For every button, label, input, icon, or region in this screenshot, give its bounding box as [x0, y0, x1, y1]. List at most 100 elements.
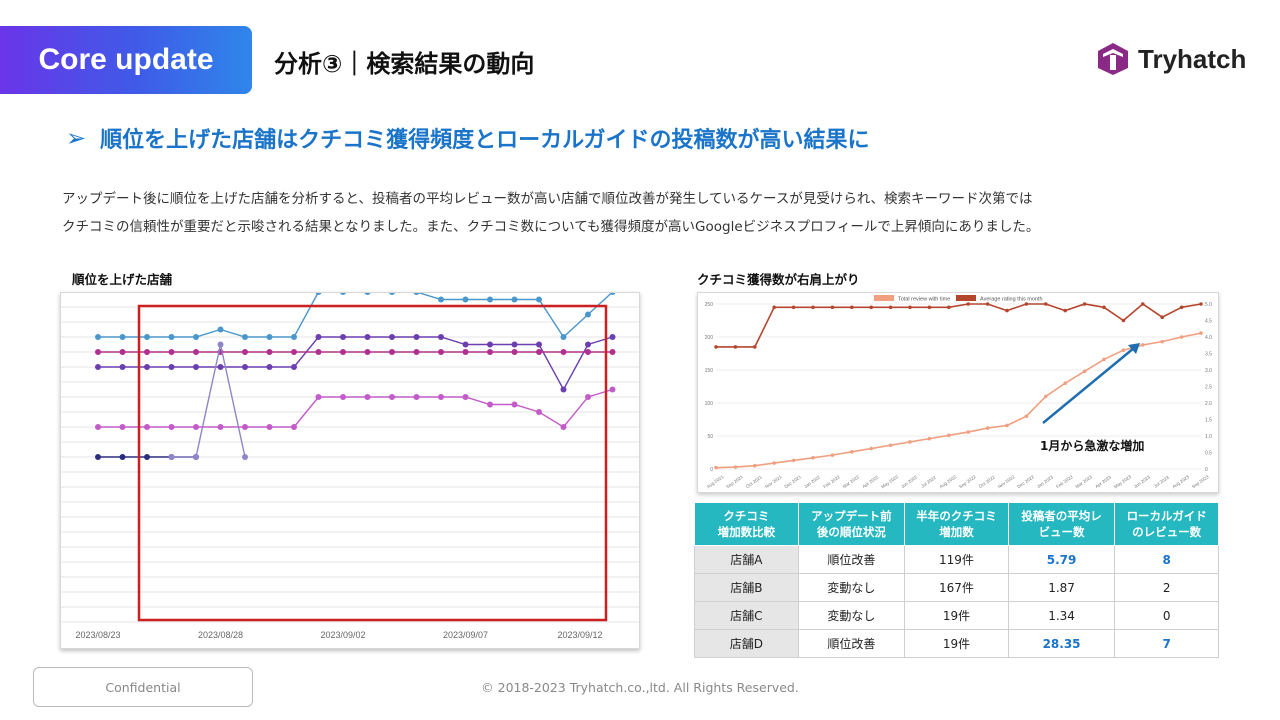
data-point	[462, 341, 469, 348]
data-point	[193, 454, 199, 460]
series-line-average	[716, 302, 1202, 348]
data-point	[487, 296, 493, 303]
data-point	[714, 465, 718, 470]
data-point	[927, 305, 932, 310]
data-point	[1179, 335, 1184, 339]
tryhatch-logo-icon	[1098, 43, 1128, 75]
avg-cell: 1.87	[1007, 573, 1116, 602]
y-right-tick-label: 1.0	[1205, 434, 1212, 440]
x-tick-label: Apr 2023	[1094, 474, 1112, 489]
data-point	[119, 454, 126, 460]
x-tick-label: Sep 2022	[958, 474, 977, 489]
legend-swatch	[874, 295, 894, 301]
data-point	[413, 394, 420, 400]
data-point	[438, 296, 444, 303]
data-point	[266, 334, 273, 340]
avg-cell: 1.34	[1007, 601, 1116, 630]
data-point	[560, 349, 567, 355]
x-tick-label: Jul 2022	[920, 475, 937, 489]
y-left-tick-label: 250	[705, 302, 714, 308]
data-point	[585, 394, 591, 400]
avg-cell: 5.79	[1007, 545, 1116, 574]
data-point	[714, 345, 718, 349]
data-point	[413, 334, 420, 340]
confidential-button[interactable]: Confidential	[33, 667, 253, 707]
data-point	[168, 334, 175, 340]
y-right-tick-label: 5.0	[1205, 302, 1212, 308]
y-right-tick-label: 0	[1205, 467, 1208, 473]
data-point	[1063, 308, 1067, 313]
data-point	[830, 305, 835, 310]
x-tick-label: Nov 2021	[764, 474, 783, 489]
data-point	[1199, 302, 1203, 306]
body-line-1: アップデート後に順位を上げた店舗を分析すると、投稿者の平均レビュー数が高い店舗で…	[62, 191, 1033, 207]
data-point	[291, 349, 297, 355]
data-point	[772, 305, 776, 310]
table-row: 店舗B 変動なし 167件 1.87 2	[694, 573, 1219, 602]
data-point	[291, 364, 297, 370]
guide-cell: 2	[1114, 573, 1219, 602]
x-tick-label: Sep 2023	[1191, 474, 1210, 489]
y-right-tick-label: 2.0	[1205, 401, 1212, 407]
data-point	[242, 334, 248, 340]
data-point	[1179, 305, 1184, 310]
data-point	[1024, 414, 1029, 418]
data-point	[609, 334, 616, 340]
reviews-cell: 119件	[904, 545, 1009, 574]
data-point	[242, 364, 248, 370]
data-point	[1121, 348, 1126, 352]
data-point	[1005, 423, 1009, 428]
store-cell: 店舗C	[694, 601, 799, 630]
header-cell: クチコミ 増加数比較	[694, 502, 799, 546]
data-point	[536, 409, 542, 415]
data-point	[1024, 302, 1029, 306]
data-point	[585, 341, 591, 348]
status-cell: 変動なし	[797, 601, 906, 630]
x-tick-label: Nov 2022	[997, 474, 1016, 489]
data-point	[389, 394, 395, 400]
data-point	[966, 302, 970, 306]
data-point	[413, 349, 420, 355]
data-point	[487, 341, 493, 348]
data-point	[908, 440, 912, 444]
x-tick-label: Feb 2023	[1055, 474, 1074, 489]
data-point	[95, 349, 101, 355]
table-row: 店舗C 変動なし 19件 1.34 0	[694, 601, 1219, 630]
data-point	[119, 349, 126, 355]
data-point	[609, 386, 616, 393]
trend-arrowhead-icon	[1128, 343, 1140, 354]
data-point	[1141, 343, 1145, 347]
x-tick-label: 2023/09/12	[557, 630, 602, 640]
y-right-tick-label: 0.5	[1205, 451, 1212, 457]
core-update-badge: Core update	[0, 26, 252, 94]
data-point	[144, 364, 150, 370]
data-point	[119, 364, 126, 370]
data-point	[536, 349, 542, 355]
reviews-cell: 19件	[904, 601, 1009, 630]
data-point	[560, 334, 567, 340]
store-cell: 店舗A	[694, 545, 799, 574]
review-chart: 0 50 100 150 200 250 0 0.5 1.0 1.5 2.0 2.5 3.0 3.5 4.0…	[705, 295, 1212, 489]
data-point	[560, 424, 567, 430]
arrow-bullet-icon: ➢	[66, 124, 87, 152]
y-right-tick-label: 3.5	[1205, 352, 1212, 358]
data-point	[95, 364, 101, 370]
data-point	[985, 302, 990, 306]
data-point	[850, 305, 854, 310]
store-cell: 店舗D	[694, 629, 799, 658]
right-chart-label: クチコミ獲得数が右肩上がり	[697, 272, 860, 287]
y-right-tick-label: 2.5	[1205, 385, 1212, 391]
header-cell: ローカルガイド のレビュー数	[1114, 502, 1219, 546]
x-tick-label: Dec 2021	[783, 474, 802, 489]
data-point	[1005, 308, 1009, 313]
x-tick-label: Apr 2022	[861, 474, 879, 489]
data-point	[95, 454, 101, 460]
data-point	[315, 334, 322, 340]
data-point	[1063, 381, 1067, 385]
data-point	[585, 311, 591, 318]
data-point	[144, 349, 150, 355]
data-point	[340, 334, 346, 340]
y-right-tick-label: 3.0	[1205, 368, 1212, 374]
comparison-table: クチコミ 増加数比較 アップデート前 後の順位状況 半年のクチコミ 増加数 投稿者の平…	[694, 502, 1219, 658]
x-tick-label: 2023/08/23	[75, 630, 120, 640]
